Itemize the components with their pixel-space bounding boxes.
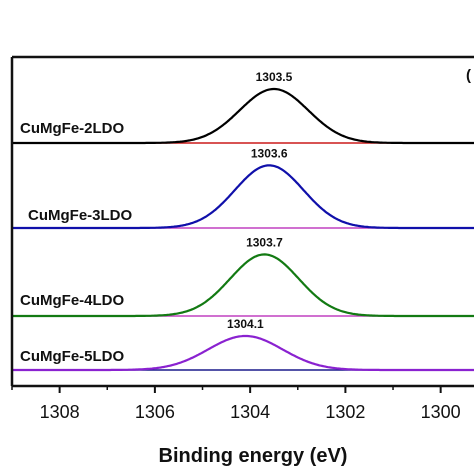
series-label-2: CuMgFe-3LDO [28, 207, 132, 224]
series-label-3: CuMgFe-4LDO [20, 292, 124, 309]
x-tick-label-1304: 1304 [230, 402, 270, 422]
peak-label-1: 1303.5 [256, 70, 293, 84]
spectrum-line-1 [12, 87, 474, 145]
spectrum-line-4 [12, 334, 474, 372]
peak-label-2: 1303.6 [251, 146, 288, 160]
x-tick-label-1306: 1306 [135, 402, 175, 422]
plot-area: 1303.5 CuMgFe-2LDO 1303.6 CuMgFe-3LDO 1303.7… [12, 70, 474, 372]
spectrum-line-2 [12, 164, 474, 230]
spectrum-line-3 [12, 253, 474, 318]
x-axis-ticks: 1308 1306 1304 1302 1300 [11, 386, 461, 422]
x-axis-title: Binding energy (eV) [159, 445, 348, 467]
x-tick-label-1300: 1300 [421, 402, 461, 422]
series-label-4: CuMgFe-5LDO [20, 348, 124, 365]
peak-label-4: 1304.1 [227, 317, 264, 331]
peak-label-3: 1303.7 [246, 235, 283, 249]
x-tick-label-1302: 1302 [325, 402, 365, 422]
x-tick-label-1308: 1308 [40, 402, 80, 422]
series-label-1: CuMgFe-2LDO [20, 120, 124, 137]
panel-label: ( [466, 67, 471, 84]
